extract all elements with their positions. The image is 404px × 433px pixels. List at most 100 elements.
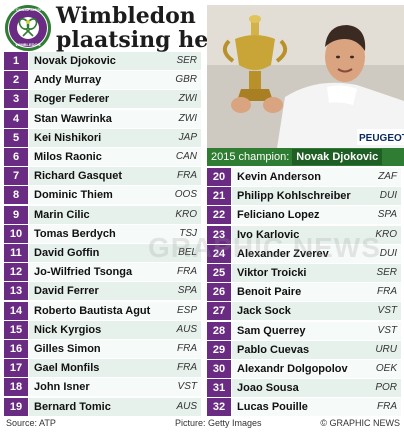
seed-number: 24 — [207, 244, 231, 263]
player-country: KRO — [375, 228, 397, 240]
player-country: OOS — [174, 189, 197, 201]
seed-row: 5 Kei Nishikori JAP — [4, 128, 201, 147]
seed-row-background — [232, 206, 401, 225]
seed-row: 26 Benoit Paire FRA — [207, 283, 401, 302]
player-country: BEL — [178, 247, 197, 258]
seed-row: 8 Dominic Thiem OOS — [4, 186, 201, 205]
player-country: GBR — [175, 74, 197, 86]
player-name: Ivo Karlovic — [237, 228, 300, 241]
champion-name: Novak Djokovic — [292, 149, 383, 165]
player-country: VST — [177, 381, 197, 393]
player-country: VST — [377, 324, 397, 336]
footer: Source: ATP Picture: Getty Images © GRAP… — [0, 413, 404, 433]
seed-row: 29 Pablo Cuevas URU — [207, 340, 401, 359]
seed-number: 23 — [207, 225, 231, 244]
seed-row: 9 Marin Cilic KRO — [4, 205, 201, 224]
player-name: Tomas Berdych — [34, 227, 116, 240]
player-name: Kevin Anderson — [237, 171, 321, 183]
player-name: Alexandr Dolgopolov — [237, 363, 348, 375]
seed-row-background — [29, 71, 201, 90]
logo-bottom-text: WIMBLEDON — [15, 42, 41, 47]
crossed-rackets-icon — [17, 17, 39, 39]
seed-row: 16 Gilles Simon FRA — [4, 340, 201, 358]
seed-number: 2 — [4, 71, 28, 90]
seed-row-background — [29, 52, 201, 70]
player-country: AUS — [176, 400, 197, 412]
seed-row: 25 Viktor Troicki SER — [207, 264, 401, 282]
seed-number: 17 — [4, 359, 28, 378]
seed-row-background — [232, 302, 401, 321]
player-country: AUS — [176, 323, 197, 335]
seed-number: 31 — [207, 379, 231, 398]
player-name: Bernard Tomic — [34, 400, 111, 413]
seed-number: 32 — [207, 398, 231, 417]
player-name: Stan Wawrinka — [34, 112, 112, 125]
seed-row-background — [29, 167, 201, 186]
seed-number: 1 — [4, 52, 28, 70]
seed-row: 24 Alexander Zverev DUI — [207, 244, 401, 263]
player-name: Jack Sock — [237, 305, 291, 318]
player-name: Benoit Paire — [237, 286, 302, 299]
player-country: FRA — [177, 170, 197, 182]
player-name: Marin Cilic — [34, 208, 90, 221]
player-country: ZWI — [178, 93, 197, 105]
seed-row-background — [232, 244, 401, 263]
seed-number: 4 — [4, 109, 28, 128]
seed-row-background — [29, 263, 201, 282]
seed-row-background — [232, 360, 401, 378]
seed-number: 27 — [207, 302, 231, 321]
player-name: Roger Federer — [34, 93, 110, 106]
seed-row: 32 Lucas Pouille FRA — [207, 398, 401, 417]
seed-row-background — [232, 168, 401, 186]
seed-row: 3 Roger Federer ZWI — [4, 90, 201, 109]
seed-row-background — [29, 397, 201, 416]
seed-row: 15 Nick Kyrgios AUS — [4, 320, 201, 339]
player-name: Feliciano Lopez — [237, 209, 320, 222]
player-name: Pablo Cuevas — [237, 343, 310, 356]
seed-row-background — [29, 205, 201, 224]
seed-row-background — [232, 283, 401, 302]
player-country: SPA — [177, 285, 197, 297]
seed-row: 2 Andy Murray GBR — [4, 71, 201, 90]
seed-row: 30 Alexandr Dolgopolov OEK — [207, 360, 401, 378]
player-country: FRA — [177, 343, 197, 354]
seed-number: 25 — [207, 264, 231, 282]
player-country: SER — [376, 267, 397, 278]
seed-row: 13 David Ferrer SPA — [4, 282, 201, 301]
seed-number: 11 — [4, 244, 28, 262]
player-country: VST — [377, 305, 397, 317]
seed-number: 29 — [207, 340, 231, 359]
player-country: ZWI — [178, 112, 197, 124]
player-name: Joao Sousa — [237, 382, 299, 395]
player-name: Dominic Thiem — [34, 189, 113, 202]
logo-ring-text: THE CHAMPIONSHIPS — [6, 7, 50, 12]
seed-number: 19 — [4, 397, 28, 416]
champion-photo: PEUGEOT — [207, 5, 404, 148]
picture-credit: Picture: Getty Images — [175, 418, 262, 428]
seed-number: 22 — [207, 206, 231, 225]
seed-row: 10 Tomas Berdych TSJ — [4, 224, 201, 243]
player-country: ESP — [176, 304, 197, 316]
player-name: Lucas Pouille — [237, 401, 308, 414]
copyright: © GRAPHIC NEWS — [320, 418, 400, 428]
seed-row-background — [29, 90, 201, 109]
player-name: Gilles Simon — [34, 343, 101, 355]
seed-number: 8 — [4, 186, 28, 205]
seed-row-background — [29, 359, 201, 378]
seed-number: 10 — [4, 224, 28, 243]
source-credit: Source: ATP — [6, 418, 56, 428]
player-name: Jo-Wilfried Tsonga — [34, 266, 133, 279]
player-name: Andy Murray — [34, 74, 102, 87]
seed-row: 21 Philipp Kohlschreiber DUI — [207, 187, 401, 206]
player-country: FRA — [377, 401, 397, 413]
seed-row: 7 Richard Gasquet FRA — [4, 167, 201, 186]
player-country: FRA — [177, 362, 197, 374]
photo-banner-text: PEUGEOT — [359, 133, 404, 144]
seed-row: 31 Joao Sousa POR — [207, 379, 401, 398]
player-country: CAN — [175, 151, 197, 162]
player-country: URU — [375, 343, 397, 355]
seed-row: 11 David Goffin BEL — [4, 244, 201, 262]
player-country: FRA — [377, 286, 397, 298]
player-country: POR — [375, 382, 397, 394]
seed-number: 28 — [207, 321, 231, 340]
